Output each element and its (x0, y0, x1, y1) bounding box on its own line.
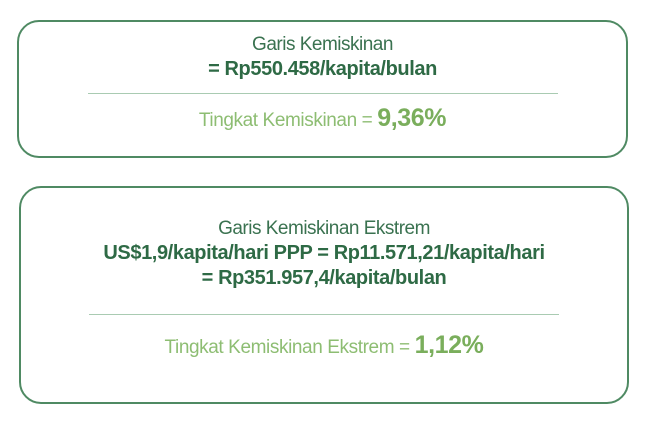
extreme-poverty-value-2: = Rp351.957,4/kapita/bulan (201, 267, 447, 289)
extreme-poverty-rate-label: Tingkat Kemiskinan Ekstrem = (164, 337, 415, 358)
divider (87, 93, 558, 94)
divider (89, 314, 559, 315)
poverty-rate: Tingkat Kemiskinan = 9,36% (19, 104, 626, 133)
extreme-poverty-title: Garis Kemiskinan Ekstrem (218, 218, 430, 239)
poverty-line-title: Garis Kemiskinan (252, 34, 393, 55)
extreme-poverty-line-card: Garis Kemiskinan Ekstrem US$1,9/kapita/h… (19, 186, 629, 404)
poverty-line-card: Garis Kemiskinan = Rp550.458/kapita/bula… (17, 20, 628, 158)
poverty-line-value: = Rp550.458/kapita/bulan (208, 58, 437, 80)
poverty-rate-label: Tingkat Kemiskinan = (198, 110, 378, 131)
extreme-poverty-rate: Tingkat Kemiskinan Ekstrem = 1,12% (21, 331, 627, 360)
extreme-poverty-rate-value: 1,12% (414, 331, 484, 359)
poverty-rate-value: 9,36% (377, 104, 447, 132)
extreme-poverty-value-1: US$1,9/kapita/hari PPP = Rp11.571,21/kap… (103, 242, 545, 264)
